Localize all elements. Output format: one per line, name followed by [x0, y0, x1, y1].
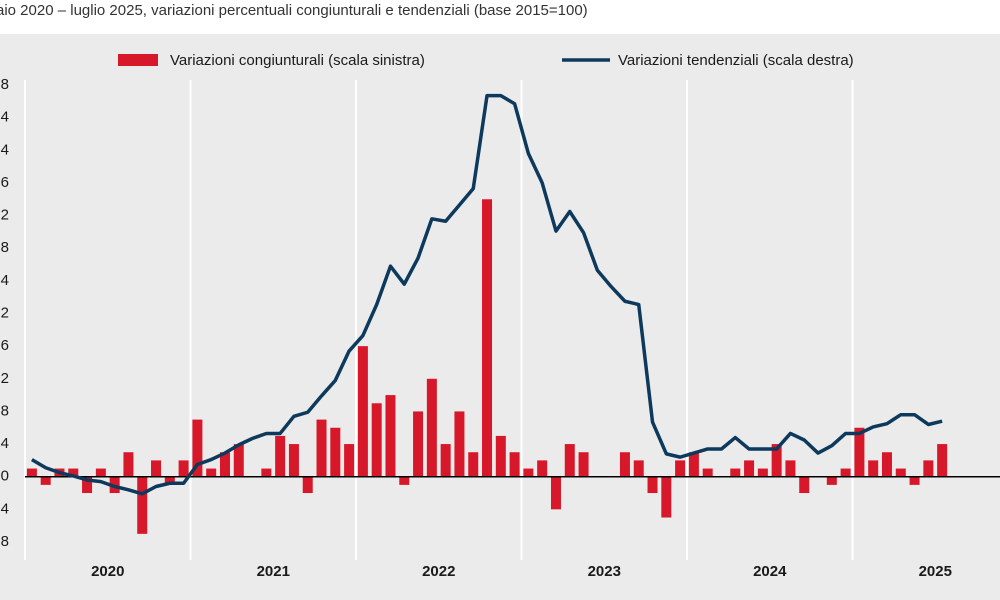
bar	[95, 468, 106, 477]
y-tick-label: 1.6	[0, 337, 9, 354]
bar	[468, 452, 479, 477]
bar	[219, 452, 230, 477]
bar	[261, 468, 272, 477]
bar	[564, 444, 575, 477]
bar	[413, 411, 424, 477]
y-tick-label: 0	[1, 468, 9, 485]
bar	[206, 468, 217, 477]
bar	[123, 452, 134, 477]
x-tick-label: 2023	[588, 563, 621, 580]
bar	[688, 452, 699, 477]
bar	[909, 476, 920, 485]
bar	[440, 444, 451, 477]
bar	[661, 476, 672, 518]
bar	[495, 435, 506, 477]
x-tick-label: 2025	[919, 563, 952, 580]
bar	[233, 444, 244, 477]
bar	[923, 460, 934, 477]
bar	[619, 452, 630, 477]
bar	[178, 460, 189, 477]
bar	[799, 476, 810, 494]
bar	[330, 427, 341, 477]
bar	[316, 419, 327, 477]
bar	[399, 476, 410, 485]
bar	[68, 468, 79, 477]
bar	[785, 460, 796, 477]
y-tick-label: 0.8	[0, 402, 9, 419]
bar	[537, 460, 548, 477]
y-tick-label: -0.4	[0, 500, 9, 517]
bar	[868, 460, 879, 477]
bar	[881, 452, 892, 477]
bar	[275, 435, 286, 477]
bar	[826, 476, 837, 485]
bar	[26, 468, 37, 477]
y-tick-label: 4.4	[0, 109, 9, 126]
bar	[302, 476, 313, 494]
bar	[82, 476, 93, 494]
y-tick-label: 4	[1, 141, 9, 158]
legend-swatch	[118, 54, 158, 66]
y-tick-label: 2.4	[0, 272, 9, 289]
bar	[550, 476, 561, 510]
bar	[164, 476, 175, 485]
x-tick-label: 2024	[753, 563, 787, 580]
chart-background	[0, 34, 1000, 600]
bar	[840, 468, 851, 477]
y-tick-label: 1.2	[0, 370, 9, 387]
bar	[288, 444, 299, 477]
bar	[385, 395, 396, 477]
bar	[192, 419, 203, 477]
bar	[702, 468, 713, 477]
y-tick-label: 3.2	[0, 207, 9, 224]
legend-label: Variazioni congiunturali (scala sinistra…	[170, 52, 425, 69]
bar	[523, 468, 534, 477]
x-tick-label: 2021	[257, 563, 290, 580]
bar	[357, 346, 368, 477]
bar	[344, 444, 355, 477]
x-tick-label: 2020	[91, 563, 124, 580]
bar	[633, 460, 644, 477]
bar	[895, 468, 906, 477]
bar	[371, 403, 382, 477]
bar	[509, 452, 520, 477]
bar	[578, 452, 589, 477]
bar	[482, 199, 493, 477]
y-tick-label: 2.8	[0, 239, 9, 256]
bar	[454, 411, 465, 477]
bar	[40, 476, 51, 485]
bar	[730, 468, 741, 477]
bar	[426, 378, 437, 477]
bar	[675, 460, 686, 477]
bar	[937, 444, 948, 477]
bar	[854, 427, 865, 477]
bar	[647, 476, 658, 494]
x-tick-label: 2022	[422, 563, 455, 580]
y-tick-label: 3.6	[0, 174, 9, 191]
bar	[757, 468, 768, 477]
chart-title: aio 2020 – luglio 2025, variazioni perce…	[0, 2, 588, 19]
y-tick-label: 0.4	[0, 435, 9, 452]
legend-label: Variazioni tendenziali (scala destra)	[618, 52, 854, 69]
bar	[137, 476, 148, 534]
y-tick-label: 2	[1, 304, 9, 321]
bar	[771, 444, 782, 477]
bar	[744, 460, 755, 477]
y-tick-label: 4.8	[0, 76, 9, 93]
line	[31, 93, 943, 496]
bar	[151, 460, 162, 477]
y-tick-label: -0.8	[0, 533, 9, 550]
